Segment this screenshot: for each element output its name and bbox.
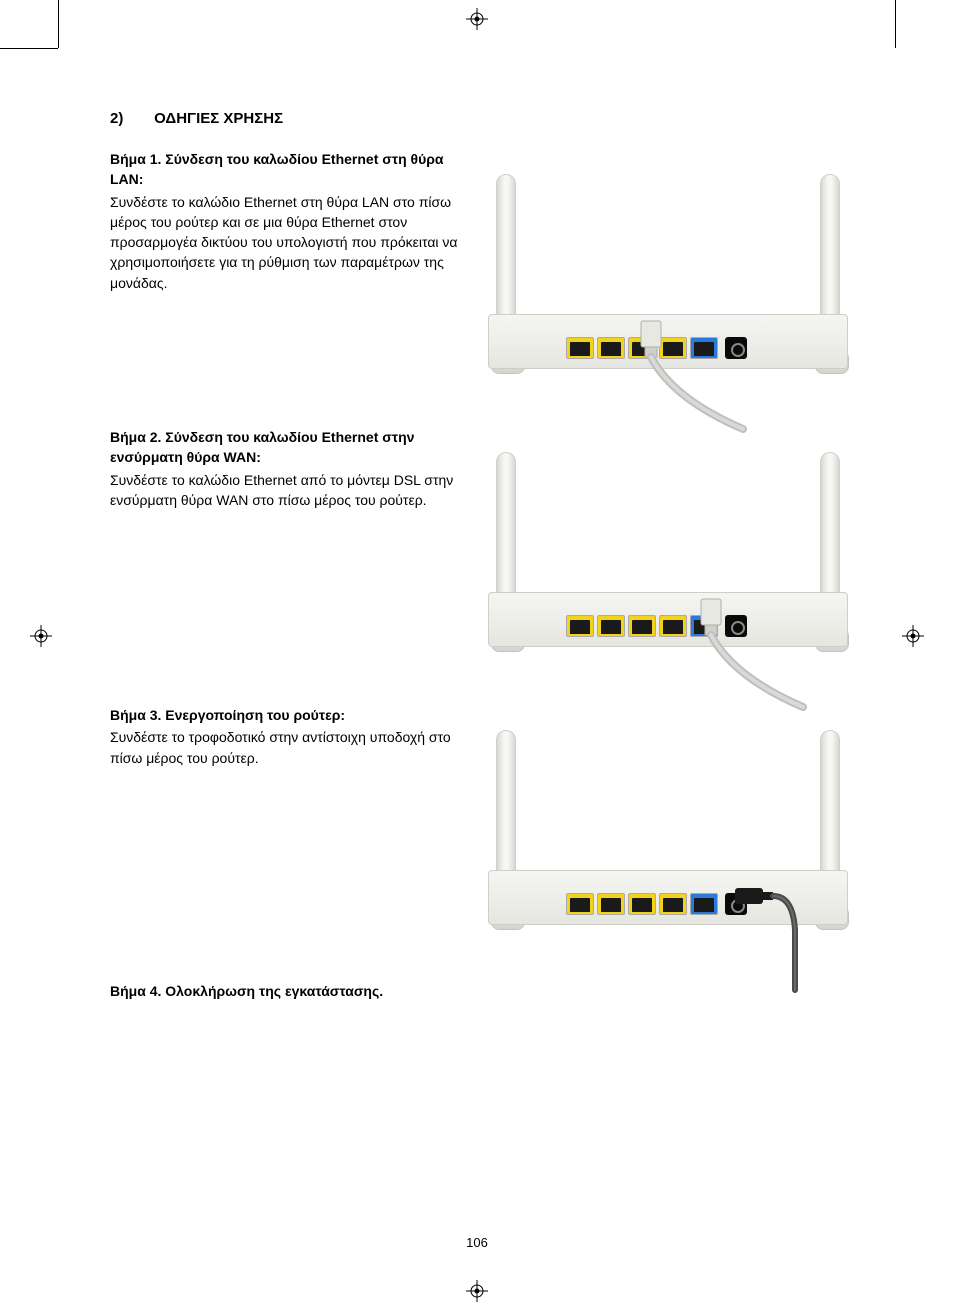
- lan-port-icon: [659, 615, 687, 637]
- step-3-heading: Βήμα 3. Ενεργοποίηση του ρούτερ:: [110, 705, 460, 725]
- lan-port-icon: [659, 893, 687, 915]
- lan-port-icon: [628, 615, 656, 637]
- registration-mark-icon: [902, 625, 924, 647]
- lan-port-icon: [566, 893, 594, 915]
- step-1-body: Συνδέστε το καλώδιο Ethernet στη θύρα LA…: [110, 192, 460, 293]
- lan-port-icon: [566, 615, 594, 637]
- step-3: Βήμα 3. Ενεργοποίηση του ρούτερ: Συνδέστ…: [110, 705, 870, 955]
- wan-port-icon: [690, 337, 718, 359]
- lan-port-icon: [597, 893, 625, 915]
- lan-port-icon: [659, 337, 687, 359]
- step-2: Βήμα 2. Σύνδεση του καλωδίου Ethernet στ…: [110, 427, 870, 677]
- router-diagram-power: [478, 705, 858, 955]
- registration-mark-icon: [466, 8, 488, 30]
- registration-mark-icon: [466, 1280, 488, 1302]
- lan-port-icon: [566, 337, 594, 359]
- step-1-heading: Βήμα 1. Σύνδεση του καλωδίου Ethernet στ…: [110, 149, 460, 190]
- step-2-body: Συνδέστε το καλώδιο Ethernet από το μόντ…: [110, 470, 460, 511]
- power-jack-icon: [725, 615, 747, 637]
- lan-port-icon: [628, 337, 656, 359]
- router-diagram-lan: [478, 149, 858, 399]
- registration-mark-icon: [30, 625, 52, 647]
- router-diagram-wan: [478, 427, 858, 677]
- step-3-body: Συνδέστε το τροφοδοτικό στην αντίστοιχη …: [110, 727, 460, 768]
- section-number: 2): [110, 110, 150, 127]
- power-jack-icon: [725, 893, 747, 915]
- section-heading: ΟΔΗΓΙΕΣ ΧΡΗΣΗΣ: [154, 110, 283, 127]
- section-title: 2) ΟΔΗΓΙΕΣ ΧΡΗΣΗΣ: [110, 110, 870, 127]
- step-1: Βήμα 1. Σύνδεση του καλωδίου Ethernet στ…: [110, 149, 870, 399]
- wan-port-icon: [690, 893, 718, 915]
- power-jack-icon: [725, 337, 747, 359]
- wan-port-icon: [690, 615, 718, 637]
- page-number: 106: [0, 1235, 954, 1250]
- step-4-heading: Βήμα 4. Ολοκλήρωση της εγκατάστασης.: [110, 983, 870, 999]
- lan-port-icon: [597, 615, 625, 637]
- step-2-heading: Βήμα 2. Σύνδεση του καλωδίου Ethernet στ…: [110, 427, 460, 468]
- lan-port-icon: [628, 893, 656, 915]
- lan-port-icon: [597, 337, 625, 359]
